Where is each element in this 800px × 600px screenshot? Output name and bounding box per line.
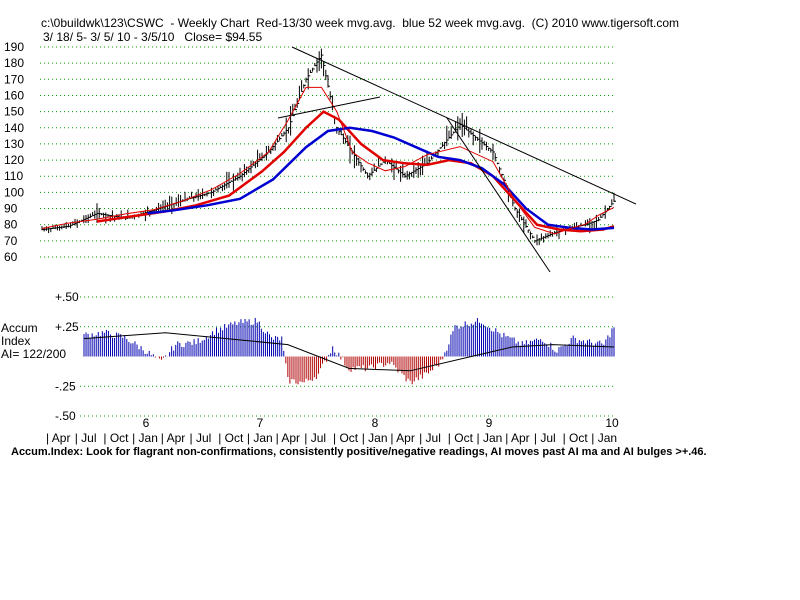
y-tick-label: 150 bbox=[4, 105, 24, 119]
x-month-label: | Oct bbox=[218, 431, 244, 445]
y-tick-label: 160 bbox=[4, 88, 24, 102]
x-month-label: | Oct bbox=[103, 431, 129, 445]
y-tick-label: 70 bbox=[4, 234, 18, 248]
chart-title: c:\0buildwk\123\CSWC - Weekly Chart Red-… bbox=[41, 16, 680, 30]
y-tick-label: 120 bbox=[4, 153, 24, 167]
x-month-label: | Apr bbox=[505, 431, 529, 445]
ai-y-tick-label: +.25 bbox=[55, 320, 79, 334]
x-month-label: | Oct bbox=[448, 431, 474, 445]
x-month-label: | Oct bbox=[563, 431, 589, 445]
x-month-label: | Jan bbox=[362, 431, 388, 445]
x-month-label: | Apr bbox=[390, 431, 414, 445]
y-tick-label: 130 bbox=[4, 137, 24, 151]
x-year-label: 8 bbox=[372, 416, 379, 430]
x-year-label: 10 bbox=[605, 416, 619, 430]
accum-label-line3: AI= 122/200 bbox=[1, 347, 67, 361]
x-month-label: | Oct bbox=[333, 431, 359, 445]
x-year-label: 9 bbox=[486, 416, 493, 430]
x-month-label: | Apr bbox=[276, 431, 300, 445]
x-month-label: | Jul bbox=[190, 431, 212, 445]
accum-label-line2: Index bbox=[1, 334, 31, 348]
x-year-label: 6 bbox=[143, 416, 150, 430]
downtrend-line bbox=[446, 117, 551, 273]
footnote: Accum.Index: Look for flagrant non-confi… bbox=[11, 446, 707, 458]
x-month-label: | Apr bbox=[161, 431, 185, 445]
thin-red-average-line bbox=[41, 86, 615, 235]
x-month-label: | Jan bbox=[247, 431, 273, 445]
red-moving-average-line bbox=[96, 110, 615, 233]
blue-moving-average-line bbox=[147, 126, 615, 231]
y-tick-label: 180 bbox=[4, 56, 24, 70]
x-month-label: | Jan bbox=[591, 431, 617, 445]
short-trendline bbox=[277, 96, 381, 119]
y-tick-label: 100 bbox=[4, 185, 24, 199]
resistance-trendline bbox=[291, 46, 637, 205]
y-tick-label: 80 bbox=[4, 218, 18, 232]
chart-subtitle: 3/ 18/ 5- 3/ 5/ 10 - 3/5/10 Close= $94.5… bbox=[43, 30, 263, 44]
y-tick-label: 90 bbox=[4, 202, 18, 216]
accum-label-line1: Accum bbox=[1, 321, 38, 335]
ai-moving-average-line bbox=[83, 332, 615, 372]
x-month-label: | Jul bbox=[304, 431, 326, 445]
x-month-label: | Jul bbox=[75, 431, 97, 445]
x-month-label: | Jul bbox=[534, 431, 556, 445]
ai-y-tick-label: -.50 bbox=[55, 409, 76, 423]
y-tick-label: 140 bbox=[4, 121, 24, 135]
y-tick-label: 190 bbox=[4, 40, 24, 54]
x-month-label: | Jan bbox=[477, 431, 503, 445]
ai-y-tick-label: +.50 bbox=[55, 290, 79, 304]
x-month-label: | Jan bbox=[132, 431, 158, 445]
y-tick-label: 60 bbox=[4, 250, 18, 264]
x-year-label: 7 bbox=[257, 416, 264, 430]
x-month-label: | Apr bbox=[46, 431, 70, 445]
y-tick-label: 170 bbox=[4, 72, 24, 86]
ai-y-tick-label: -.25 bbox=[55, 379, 76, 393]
x-month-label: | Jul bbox=[419, 431, 441, 445]
y-tick-label: 110 bbox=[4, 169, 23, 183]
